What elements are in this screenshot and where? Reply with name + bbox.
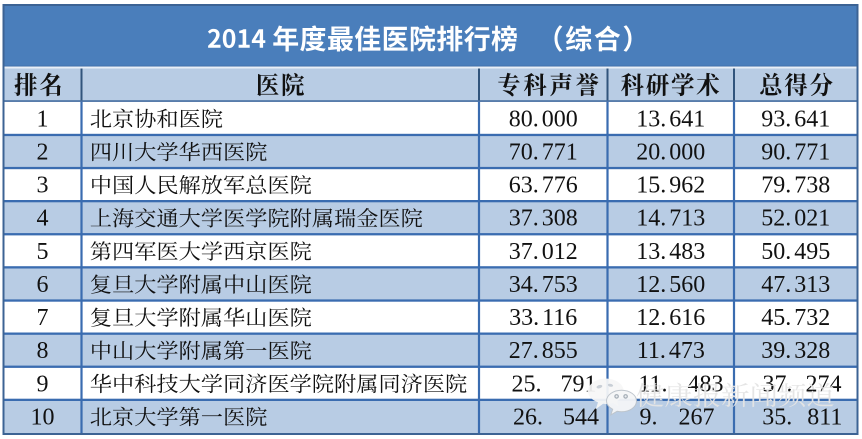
svg-text:2: 2 (37, 139, 49, 165)
svg-text:70.771: 70. 771 (509, 139, 578, 165)
svg-text:8: 8 (37, 338, 49, 364)
svg-text:12.616: 12. 616 (636, 305, 705, 331)
svg-text:63.776: 63. 776 (509, 173, 578, 199)
svg-text:27.855: 27. 855 (509, 338, 578, 364)
svg-text:4: 4 (37, 206, 49, 232)
svg-text:50.495: 50. 495 (761, 239, 830, 265)
svg-text:93.641: 93. 641 (761, 106, 830, 132)
svg-text:5: 5 (37, 239, 49, 265)
svg-text:34.753: 34. 753 (509, 272, 578, 298)
svg-text:37.012: 37. 012 (509, 239, 578, 265)
svg-text:6: 6 (37, 272, 49, 298)
svg-text:33.116: 33. 116 (509, 305, 577, 331)
svg-text:90.771: 90. 771 (761, 139, 830, 165)
svg-text:80.000: 80. 000 (509, 106, 578, 132)
svg-text:9: 9 (37, 371, 49, 397)
svg-text:20.000: 20. 000 (636, 139, 705, 165)
svg-text:47.313: 47. 313 (761, 272, 830, 298)
svg-text:37.308: 37. 308 (509, 206, 578, 232)
svg-text:12.560: 12. 560 (636, 272, 705, 298)
svg-text:39.328: 39. 328 (761, 338, 830, 364)
svg-text:14.713: 14. 713 (636, 206, 705, 232)
svg-text:15.962: 15. 962 (636, 173, 705, 199)
svg-text:13.641: 13. 641 (636, 106, 705, 132)
svg-text:3: 3 (37, 173, 49, 199)
svg-text:1: 1 (37, 106, 49, 132)
svg-text:45.732: 45. 732 (761, 305, 830, 331)
svg-text:7: 7 (37, 305, 49, 331)
svg-text:79.738: 79. 738 (761, 173, 830, 199)
svg-text:10: 10 (31, 404, 55, 430)
svg-text:11.473: 11. 473 (637, 338, 705, 364)
svg-text:52.021: 52. 021 (761, 206, 830, 232)
svg-text:13.483: 13. 483 (636, 239, 705, 265)
